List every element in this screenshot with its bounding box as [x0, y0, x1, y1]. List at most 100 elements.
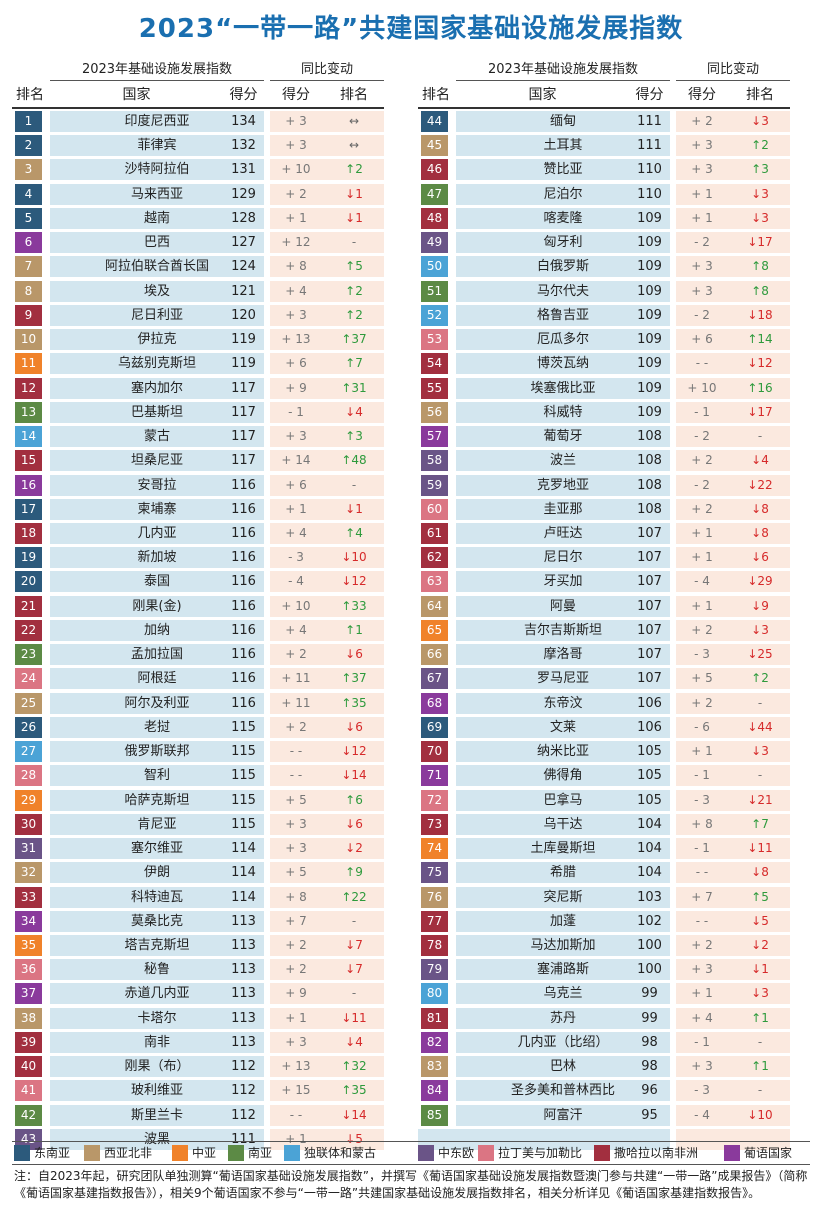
rank-badge: 46	[421, 159, 448, 181]
country-name: 安哥拉	[50, 474, 264, 496]
score-value: 121	[231, 283, 256, 299]
country-name: 阿根廷	[50, 668, 264, 690]
country-name: 莫桑比克	[50, 910, 264, 932]
header-score-change: 得分	[282, 87, 310, 103]
legend-label: 中亚	[192, 1146, 217, 1160]
change-cell: + 1 ↓11	[270, 1007, 384, 1029]
score-change-value: + 2	[285, 962, 307, 977]
rank-badge: 84	[421, 1080, 448, 1102]
rank-change-value: ↑22	[341, 889, 367, 904]
score-change-value: + 14	[281, 453, 311, 468]
header-country: 国家	[122, 87, 151, 103]
rank-badge: 23	[15, 644, 42, 666]
rank-change-value: ↑31	[341, 380, 367, 395]
country-name: 肯尼亚	[50, 813, 264, 835]
rank-change-value: ↓18	[747, 307, 773, 322]
country-name: 克罗地亚	[456, 474, 670, 496]
country-name: 埃及	[50, 280, 264, 302]
change-cell: - 2 -	[676, 426, 790, 448]
change-cell: + 3 ↔	[270, 135, 384, 157]
score-change-value: + 5	[285, 865, 307, 880]
score-value: 109	[637, 210, 662, 226]
score-change-value: - 6	[694, 719, 710, 734]
header-score-change: 得分	[688, 87, 716, 103]
score-value: 117	[231, 453, 256, 469]
country-name: 马来西亚	[50, 183, 264, 205]
rank-badge: 50	[421, 256, 448, 278]
rank-change-value: ↓29	[747, 574, 773, 589]
country-name: 越南	[50, 207, 264, 229]
score-value: 112	[231, 1083, 256, 1099]
legend-label: 东南亚	[34, 1146, 71, 1160]
country-name: 博茨瓦纳	[456, 353, 670, 375]
score-value: 106	[637, 695, 662, 711]
country-name: 塞内加尔	[50, 377, 264, 399]
change-cell: + 1 ↓3	[676, 207, 790, 229]
score-value: 127	[231, 235, 256, 251]
header-rank-change: 排名	[746, 87, 774, 103]
score-value: 108	[637, 501, 662, 517]
rank-badge: 27	[15, 741, 42, 763]
score-value: 116	[231, 598, 256, 614]
rank-badge: 48	[421, 207, 448, 229]
rank-change-value: ↑16	[747, 380, 773, 395]
rank-change-value: ↑2	[345, 162, 363, 177]
change-cell: + 6 ↑7	[270, 353, 384, 375]
country-name: 柬埔寨	[50, 498, 264, 520]
legend-swatch	[594, 1145, 610, 1161]
change-cell: + 10 ↑16	[676, 377, 790, 399]
rank-badge: 31	[15, 838, 42, 860]
country-name: 文莱	[456, 716, 670, 738]
score-value: 124	[231, 259, 256, 275]
change-cell: - 3 ↓21	[676, 789, 790, 811]
change-cell: + 2 ↓6	[270, 644, 384, 666]
score-value: 115	[231, 744, 256, 760]
header-group-index: 2023年基础设施发展指数	[50, 60, 264, 81]
change-cell: + 3 ↑8	[676, 280, 790, 302]
change-cell: + 5 ↑9	[270, 862, 384, 884]
score-change-value: + 3	[285, 307, 307, 322]
rank-badge: 28	[15, 765, 42, 787]
score-value: 116	[231, 574, 256, 590]
country-name: 阿拉伯联合酋长国	[50, 256, 264, 278]
country-name: 马尔代夫	[456, 280, 670, 302]
rank-change-value: ↑1	[345, 622, 363, 637]
rank-badge: 21	[15, 595, 42, 617]
rank-change-value: ↑37	[341, 332, 367, 347]
score-change-value: + 8	[691, 816, 713, 831]
score-value: 111	[637, 114, 662, 129]
score-change-value: - -	[695, 913, 709, 928]
rank-change-value: -	[351, 235, 357, 250]
country-name: 圣多美和普林西比	[456, 1080, 670, 1102]
country-name: 葡萄牙	[456, 426, 670, 448]
country-name: 马达加斯加	[456, 934, 670, 956]
change-cell: + 4 ↑2	[270, 280, 384, 302]
change-cell: - - ↓12	[676, 353, 790, 375]
rank-badge: 72	[421, 789, 448, 811]
change-cell: + 2 ↓7	[270, 934, 384, 956]
score-change-value: + 1	[691, 550, 713, 565]
rank-badge: 3	[15, 159, 42, 181]
rank-badge: 24	[15, 668, 42, 690]
change-cell: + 3 ↑2	[676, 135, 790, 157]
rank-badge: 68	[421, 692, 448, 714]
score-change-value: + 11	[281, 671, 311, 686]
change-cell: + 2 ↓8	[676, 498, 790, 520]
score-change-value: - -	[289, 768, 303, 783]
score-change-value: + 3	[285, 841, 307, 856]
country-name: 刚果(金)	[50, 595, 264, 617]
legend-swatch	[418, 1145, 434, 1161]
header-country: 国家	[528, 87, 557, 103]
score-change-value: - 1	[694, 404, 710, 419]
change-cell: - 1 ↓11	[676, 838, 790, 860]
score-change-value: + 3	[691, 1059, 713, 1074]
score-value: 113	[231, 913, 256, 929]
country-name: 沙特阿拉伯	[50, 159, 264, 181]
header-score: 得分	[635, 87, 664, 103]
country-name: 阿曼	[456, 595, 670, 617]
score-value: 107	[637, 550, 662, 566]
change-cell: - 1 -	[676, 765, 790, 787]
rank-change-value: ↓3	[751, 114, 769, 128]
score-value: 109	[637, 259, 662, 275]
rank-change-value: ↑3	[751, 162, 769, 177]
